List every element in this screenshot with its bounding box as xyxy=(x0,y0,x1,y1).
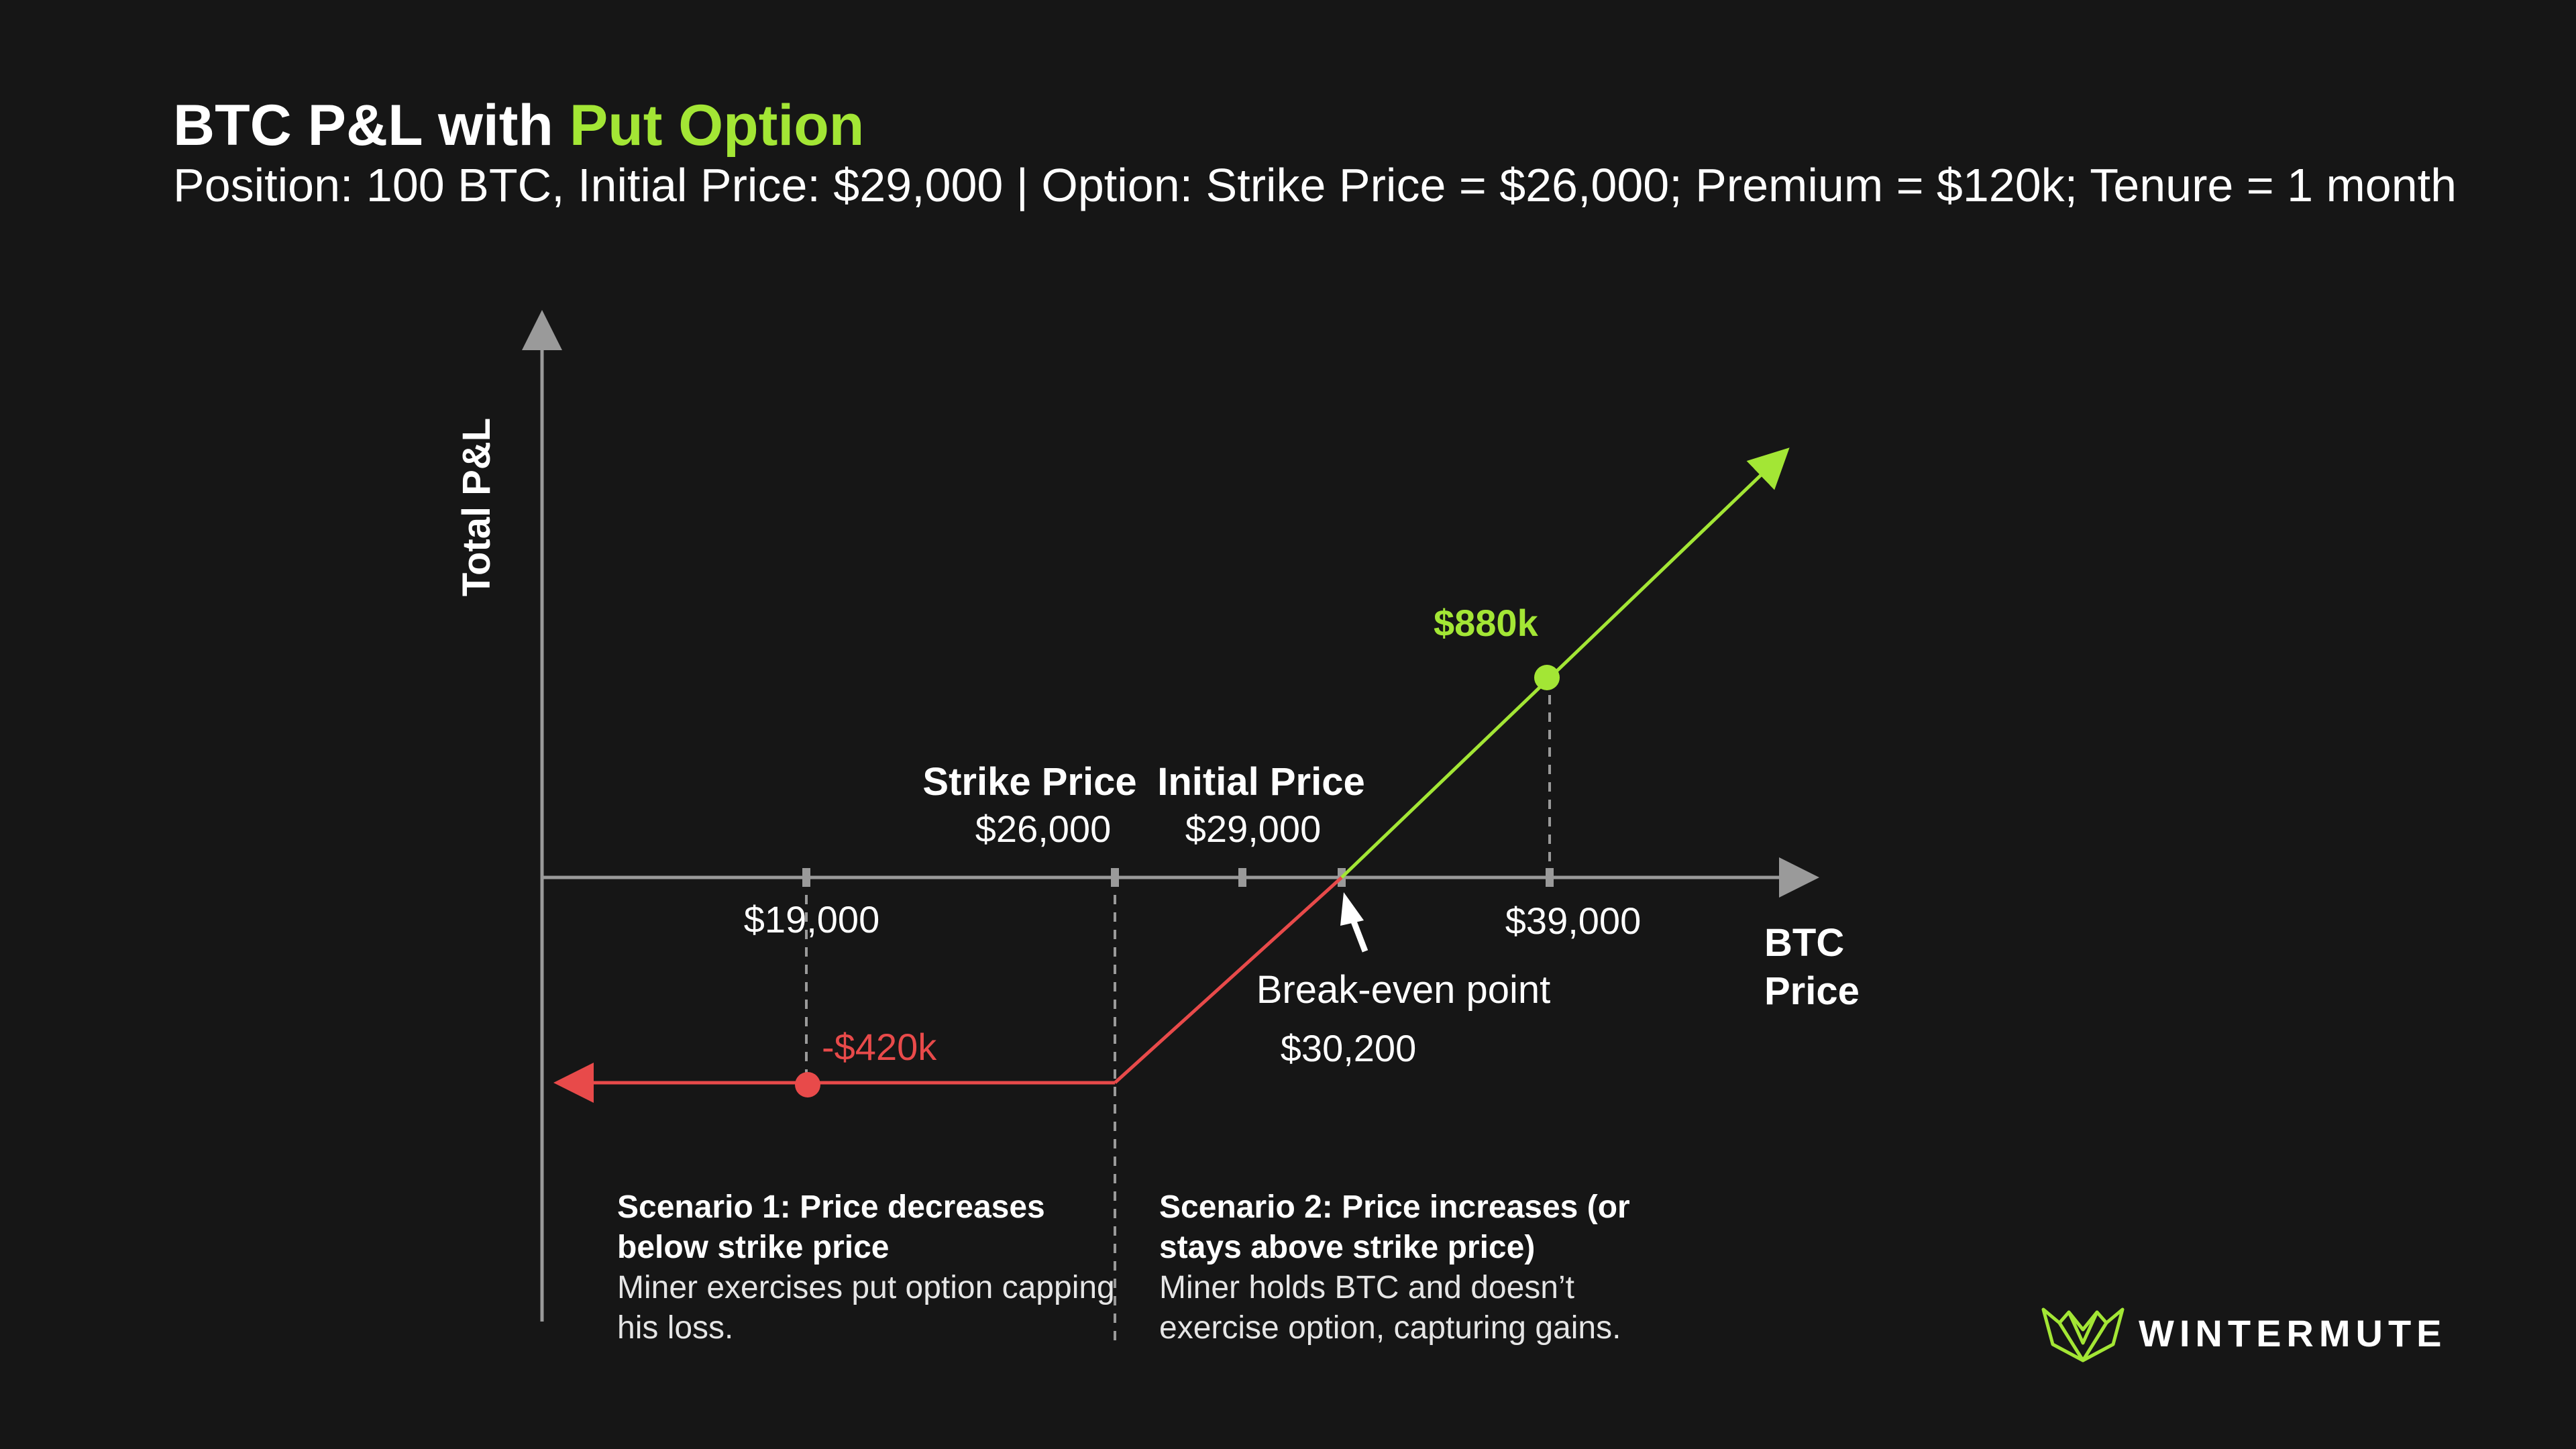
chart-subtitle: Position: 100 BTC, Initial Price: $29,00… xyxy=(173,159,2457,211)
tick-title-breakeven: Break-even point xyxy=(1256,968,1550,1012)
title-accent: Put Option xyxy=(569,93,865,158)
scenario-1: Scenario 1: Price decreases below strike… xyxy=(617,1187,1127,1348)
tick-title-strike: Strike Price xyxy=(922,760,1136,804)
series-loss-ramp xyxy=(1114,876,1343,1084)
x-axis-label-line-1: BTC xyxy=(1764,921,1844,965)
wintermute-logo-icon xyxy=(2041,1307,2125,1362)
series-gain-line xyxy=(1340,447,1790,879)
scenario-1-body: Miner exercises put option capping his l… xyxy=(617,1270,1115,1346)
point-loss-label: -$420k xyxy=(822,1026,937,1068)
tick-29000 xyxy=(1238,868,1246,887)
point-loss xyxy=(795,1072,820,1097)
chart-title: BTC P&L with Put Option xyxy=(173,93,864,159)
breakeven-pointer-icon xyxy=(1340,892,1368,953)
tick-26000 xyxy=(1111,868,1119,887)
point-gain xyxy=(1534,665,1560,690)
tick-label-39000: $39,000 xyxy=(1505,900,1641,942)
tick-title-initial: Initial Price xyxy=(1157,760,1364,804)
x-axis-label-line-2: Price xyxy=(1764,969,1860,1013)
x-axis-label: BTC Price xyxy=(1764,921,1860,1013)
tick-label-29000: $29,000 xyxy=(1185,808,1321,850)
brand-name: WINTERMUTE xyxy=(2139,1311,2447,1354)
scenario-1-heading: Scenario 1: Price decreases below strike… xyxy=(617,1189,1045,1265)
tick-19000 xyxy=(802,868,810,887)
scenario-2: Scenario 2: Price increases (or stays ab… xyxy=(1159,1187,1669,1348)
scenario-2-body: Miner holds BTC and doesn’t exercise opt… xyxy=(1159,1270,1621,1346)
tick-label-30200: $30,200 xyxy=(1281,1027,1416,1069)
tick-label-19000: $19,000 xyxy=(744,898,879,941)
brand-logo: WINTERMUTE xyxy=(2039,1303,2447,1363)
tick-label-26000: $26,000 xyxy=(975,808,1111,850)
point-gain-label: $880k xyxy=(1434,602,1539,644)
y-axis-label: Total P&L xyxy=(455,418,498,596)
tick-39000 xyxy=(1546,868,1554,887)
scenario-2-heading: Scenario 2: Price increases (or stays ab… xyxy=(1159,1189,1630,1265)
title-main: BTC P&L with xyxy=(173,93,553,158)
